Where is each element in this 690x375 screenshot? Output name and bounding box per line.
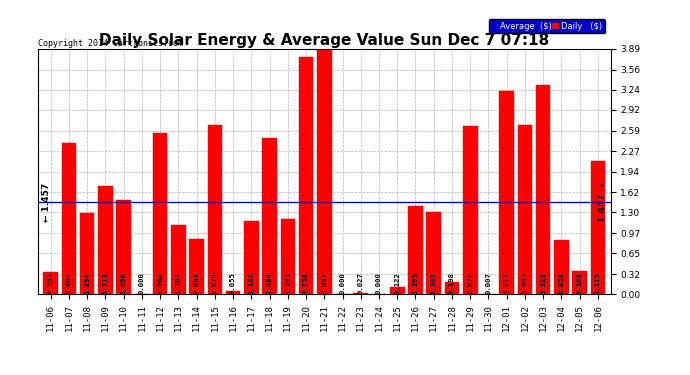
Text: 1.713: 1.713 [102, 272, 108, 294]
Bar [317, 50, 332, 294]
Bar [61, 143, 77, 294]
Text: 1.498: 1.498 [121, 272, 127, 294]
Bar [426, 212, 441, 294]
Text: 0.369: 0.369 [577, 272, 582, 294]
Text: 0.027: 0.027 [358, 272, 364, 294]
Text: 0.000: 0.000 [339, 272, 346, 294]
Legend: Average  ($), Daily   ($): Average ($), Daily ($) [489, 19, 605, 33]
Bar [244, 221, 259, 294]
Text: 3.756: 3.756 [303, 272, 309, 294]
Bar [80, 213, 95, 294]
Bar [463, 126, 477, 294]
Bar [518, 125, 532, 294]
Text: 0.000: 0.000 [376, 272, 382, 294]
Text: 3.217: 3.217 [504, 272, 510, 294]
Text: 3.322: 3.322 [540, 272, 546, 294]
Text: Copyright 2014 Cartronics.com: Copyright 2014 Cartronics.com [38, 39, 183, 48]
Text: 2.402: 2.402 [66, 272, 72, 294]
Bar [189, 238, 204, 294]
Text: 0.007: 0.007 [486, 272, 491, 294]
Title: Daily Solar Energy & Average Value Sun Dec 7 07:18: Daily Solar Energy & Average Value Sun D… [99, 33, 549, 48]
Text: 2.679: 2.679 [212, 272, 218, 294]
Text: 1.457 →: 1.457 → [598, 183, 607, 222]
Text: 0.856: 0.856 [558, 272, 564, 294]
Text: 3.867: 3.867 [322, 272, 327, 294]
Text: 1.395: 1.395 [413, 272, 419, 294]
Text: 1.301: 1.301 [431, 272, 437, 294]
Bar [153, 133, 168, 294]
Bar [353, 292, 368, 294]
Bar [572, 271, 587, 294]
Text: 0.055: 0.055 [230, 272, 236, 294]
Text: 1.294: 1.294 [84, 272, 90, 294]
Text: 0.000: 0.000 [139, 272, 145, 294]
Bar [299, 57, 313, 294]
Text: 0.353: 0.353 [48, 272, 54, 294]
Bar [117, 200, 131, 294]
Text: 2.683: 2.683 [522, 272, 528, 294]
Text: 0.884: 0.884 [194, 272, 199, 294]
Bar [98, 186, 112, 294]
Bar [281, 219, 295, 294]
Text: 2.484: 2.484 [266, 272, 273, 294]
Bar [208, 125, 222, 294]
Bar [262, 138, 277, 294]
Text: 2.115: 2.115 [595, 272, 601, 294]
Bar [226, 291, 240, 294]
Bar [390, 286, 404, 294]
Bar [444, 282, 460, 294]
Bar [591, 161, 605, 294]
Bar [408, 206, 423, 294]
Text: 2.560: 2.560 [157, 272, 163, 294]
Text: ← 1.457: ← 1.457 [41, 183, 50, 222]
Bar [536, 85, 551, 294]
Text: 1.161: 1.161 [248, 272, 255, 294]
Bar [171, 225, 186, 294]
Text: 0.198: 0.198 [449, 272, 455, 294]
Text: 1.193: 1.193 [285, 272, 290, 294]
Bar [500, 91, 514, 294]
Text: 0.122: 0.122 [394, 272, 400, 294]
Bar [43, 272, 58, 294]
Bar [554, 240, 569, 294]
Text: 2.672: 2.672 [467, 272, 473, 294]
Text: 1.101: 1.101 [175, 272, 181, 294]
